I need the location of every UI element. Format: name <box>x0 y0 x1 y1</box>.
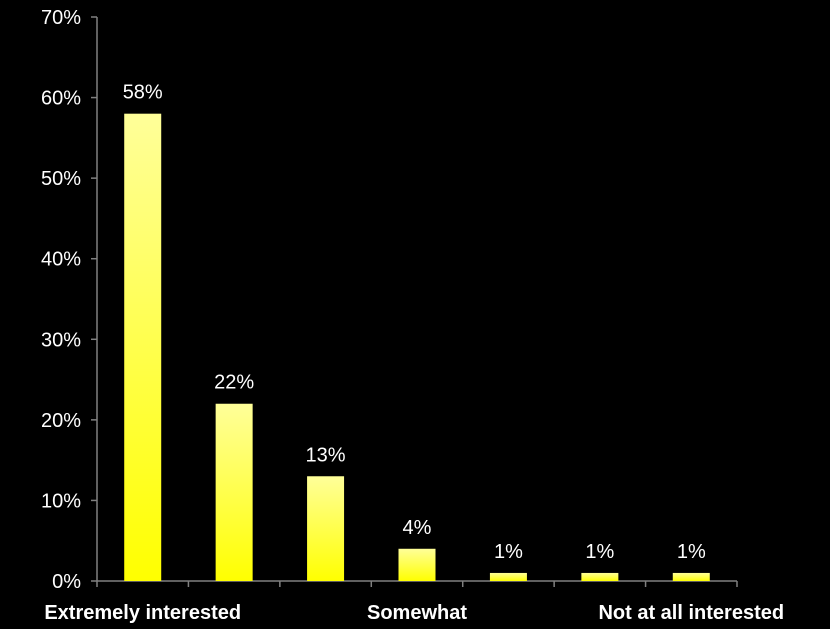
data-label: 1% <box>585 541 614 563</box>
y-tick-label: 30% <box>41 329 81 351</box>
bar <box>307 476 345 581</box>
labels: 58% Extremely interested 22% 13% 4% Somewhat 1… <box>44 82 784 624</box>
data-label: 13% <box>306 444 346 466</box>
bar <box>581 572 619 581</box>
y-tick-label: 60% <box>41 88 81 110</box>
y-tick-label: 50% <box>41 168 81 190</box>
category-label: Somewhat <box>367 602 467 624</box>
category-label: Not at all interested <box>598 602 784 624</box>
data-label: 1% <box>494 541 523 563</box>
data-label: 4% <box>403 517 432 539</box>
bar <box>489 572 527 581</box>
category-label: Extremely interested <box>44 602 241 624</box>
y-tick-label: 20% <box>41 410 81 432</box>
data-label: 58% <box>123 82 163 104</box>
bar <box>215 403 253 581</box>
data-label: 22% <box>214 372 254 394</box>
axes: 0% 10% 20% 30% 40% 50% 60% 70% <box>41 7 738 593</box>
bars <box>124 113 710 581</box>
y-tick-label: 10% <box>41 490 81 512</box>
y-tick-label: 0% <box>52 571 81 593</box>
bar <box>672 572 710 581</box>
bar <box>124 113 162 581</box>
bar <box>398 548 436 581</box>
y-tick-label: 40% <box>41 249 81 271</box>
y-tick-label: 70% <box>41 7 81 29</box>
data-label: 1% <box>677 541 706 563</box>
